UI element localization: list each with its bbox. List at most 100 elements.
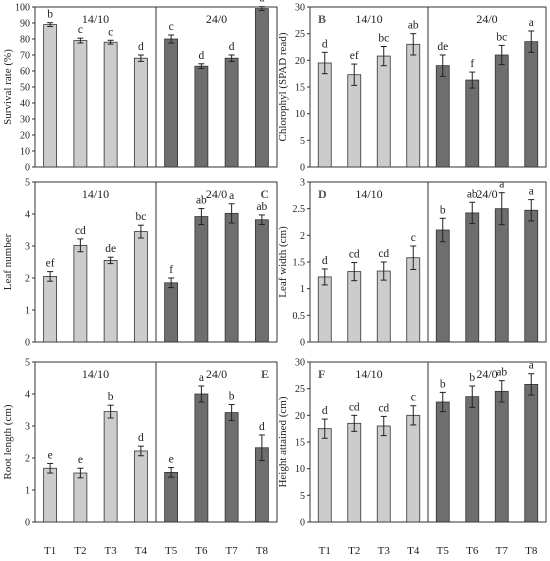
panel-letter: C (260, 187, 269, 201)
panel-e: 0 1 2 3 4 5 Root length (cm) 14/10 24/0 Ee e b d e a b d… (2, 358, 278, 557)
y-tick-label: 20 (295, 56, 305, 67)
group-label: 14/10 (82, 187, 109, 201)
x-category-label: T6 (195, 545, 208, 557)
bar-t2 (73, 472, 88, 523)
significance-label: de (437, 41, 448, 53)
panel-a: 0 10 20 30 40 50 60 70 80 90 100 Survival rate (%) 1… (2, 0, 278, 174)
significance-label: a (499, 179, 504, 191)
bar-t8 (254, 8, 269, 168)
group-label: 14/10 (82, 12, 109, 26)
y-tick-label: 4 (25, 390, 30, 401)
bar-t8 (524, 209, 539, 343)
y-tick-label: 25 (295, 384, 305, 395)
bar-t1 (317, 62, 332, 168)
group-label: 14/10 (355, 12, 382, 26)
panel-letter: F (318, 367, 325, 381)
significance-label: b (229, 391, 235, 403)
bar-t7 (494, 390, 509, 523)
y-tick-label: 80 (20, 35, 30, 46)
panel-letter: E (261, 367, 269, 381)
y-tick-label: 10 (295, 109, 305, 120)
y-axis-label: Chlorophyl (SPAD read) (277, 32, 289, 141)
y-tick-label: 15 (295, 438, 305, 449)
bar-t6 (465, 212, 480, 343)
bar-t5 (435, 65, 450, 168)
significance-label: c (169, 21, 174, 33)
panel-f: 0 5 10 15 20 25 30 Height attained (cm) 14/10 24/… (277, 358, 547, 557)
y-tick-label: 3 (25, 242, 30, 253)
y-tick-label: 0 (300, 518, 305, 529)
significance-label: e (48, 449, 53, 461)
significance-label: b (108, 391, 114, 403)
significance-label: ef (46, 258, 55, 270)
y-tick-label: 70 (20, 51, 30, 62)
bar-t8 (524, 383, 539, 523)
y-tick-label: 5 (300, 136, 305, 147)
significance-label: c (411, 392, 416, 404)
y-axis-label: Survival rate (%) (2, 49, 14, 125)
y-tick-label: 30 (295, 3, 305, 14)
significance-label: c (78, 24, 83, 36)
significance-label: d (322, 255, 328, 267)
bar-t8 (524, 41, 539, 168)
bar-t2 (347, 271, 362, 343)
panel-d: 0 0.5 1 1.5 2 2.5 3 Leaf width (cm) 14/10 24/0 Dd c… (277, 178, 547, 349)
x-category-label: T5 (165, 545, 178, 557)
group-label: 14/10 (355, 367, 382, 381)
significance-label: d (322, 38, 328, 50)
group-label: 14/10 (355, 187, 382, 201)
bar-t1 (43, 467, 58, 523)
group-label: 14/10 (82, 367, 109, 381)
significance-label: de (105, 243, 116, 255)
x-category-label: T6 (466, 545, 479, 557)
y-tick-label: 0 (300, 163, 305, 174)
x-category-label: T7 (496, 545, 509, 557)
bar-t3 (376, 55, 391, 168)
significance-label: d (322, 405, 328, 417)
significance-label: ab (196, 195, 207, 207)
significance-label: bc (135, 211, 146, 223)
y-tick-label: 0 (25, 518, 30, 529)
significance-label: a (199, 372, 204, 384)
y-tick-label: 0 (25, 163, 30, 174)
y-tick-label: 5 (300, 491, 305, 502)
group-label: 24/0 (476, 187, 497, 201)
bar-t2 (73, 40, 88, 168)
bar-t4 (133, 57, 148, 168)
y-tick-label: 50 (20, 83, 30, 94)
group-label: 24/0 (476, 12, 497, 26)
bar-t2 (347, 422, 362, 523)
y-tick-label: 2 (25, 454, 30, 465)
bar-t7 (494, 208, 509, 343)
significance-label: d (199, 50, 205, 62)
y-tick-label: 20 (20, 131, 30, 142)
y-tick-label: 40 (20, 99, 30, 110)
significance-label: ab (408, 20, 419, 32)
y-tick-label: 20 (295, 411, 305, 422)
panel-b: 0 5 10 15 20 25 30 Chlorophyl (SPAD read) 14/10 2… (277, 3, 547, 174)
y-tick-label: 5 (25, 178, 30, 189)
y-tick-label: 2 (25, 274, 30, 285)
x-category-label: T4 (407, 545, 420, 557)
group-label: 24/0 (206, 12, 227, 26)
significance-label: a (259, 0, 264, 5)
bar-t5 (164, 38, 179, 168)
x-category-label: T1 (44, 545, 56, 557)
significance-label: cd (378, 248, 389, 260)
bar-t4 (406, 257, 421, 343)
y-tick-label: 0 (300, 338, 305, 349)
significance-label: f (470, 58, 474, 70)
bar-t5 (435, 401, 450, 523)
significance-label: a (529, 17, 534, 29)
significance-label: bc (378, 32, 389, 44)
x-category-label: T2 (348, 545, 360, 557)
x-category-label: T8 (256, 545, 269, 557)
group-label: 24/0 (206, 187, 227, 201)
bar-t1 (317, 428, 332, 523)
panel-letter: B (318, 12, 326, 26)
y-tick-label: 3 (300, 178, 305, 189)
y-tick-label: 4 (25, 210, 30, 221)
significance-label: b (47, 9, 53, 21)
bar-t8 (254, 219, 269, 343)
